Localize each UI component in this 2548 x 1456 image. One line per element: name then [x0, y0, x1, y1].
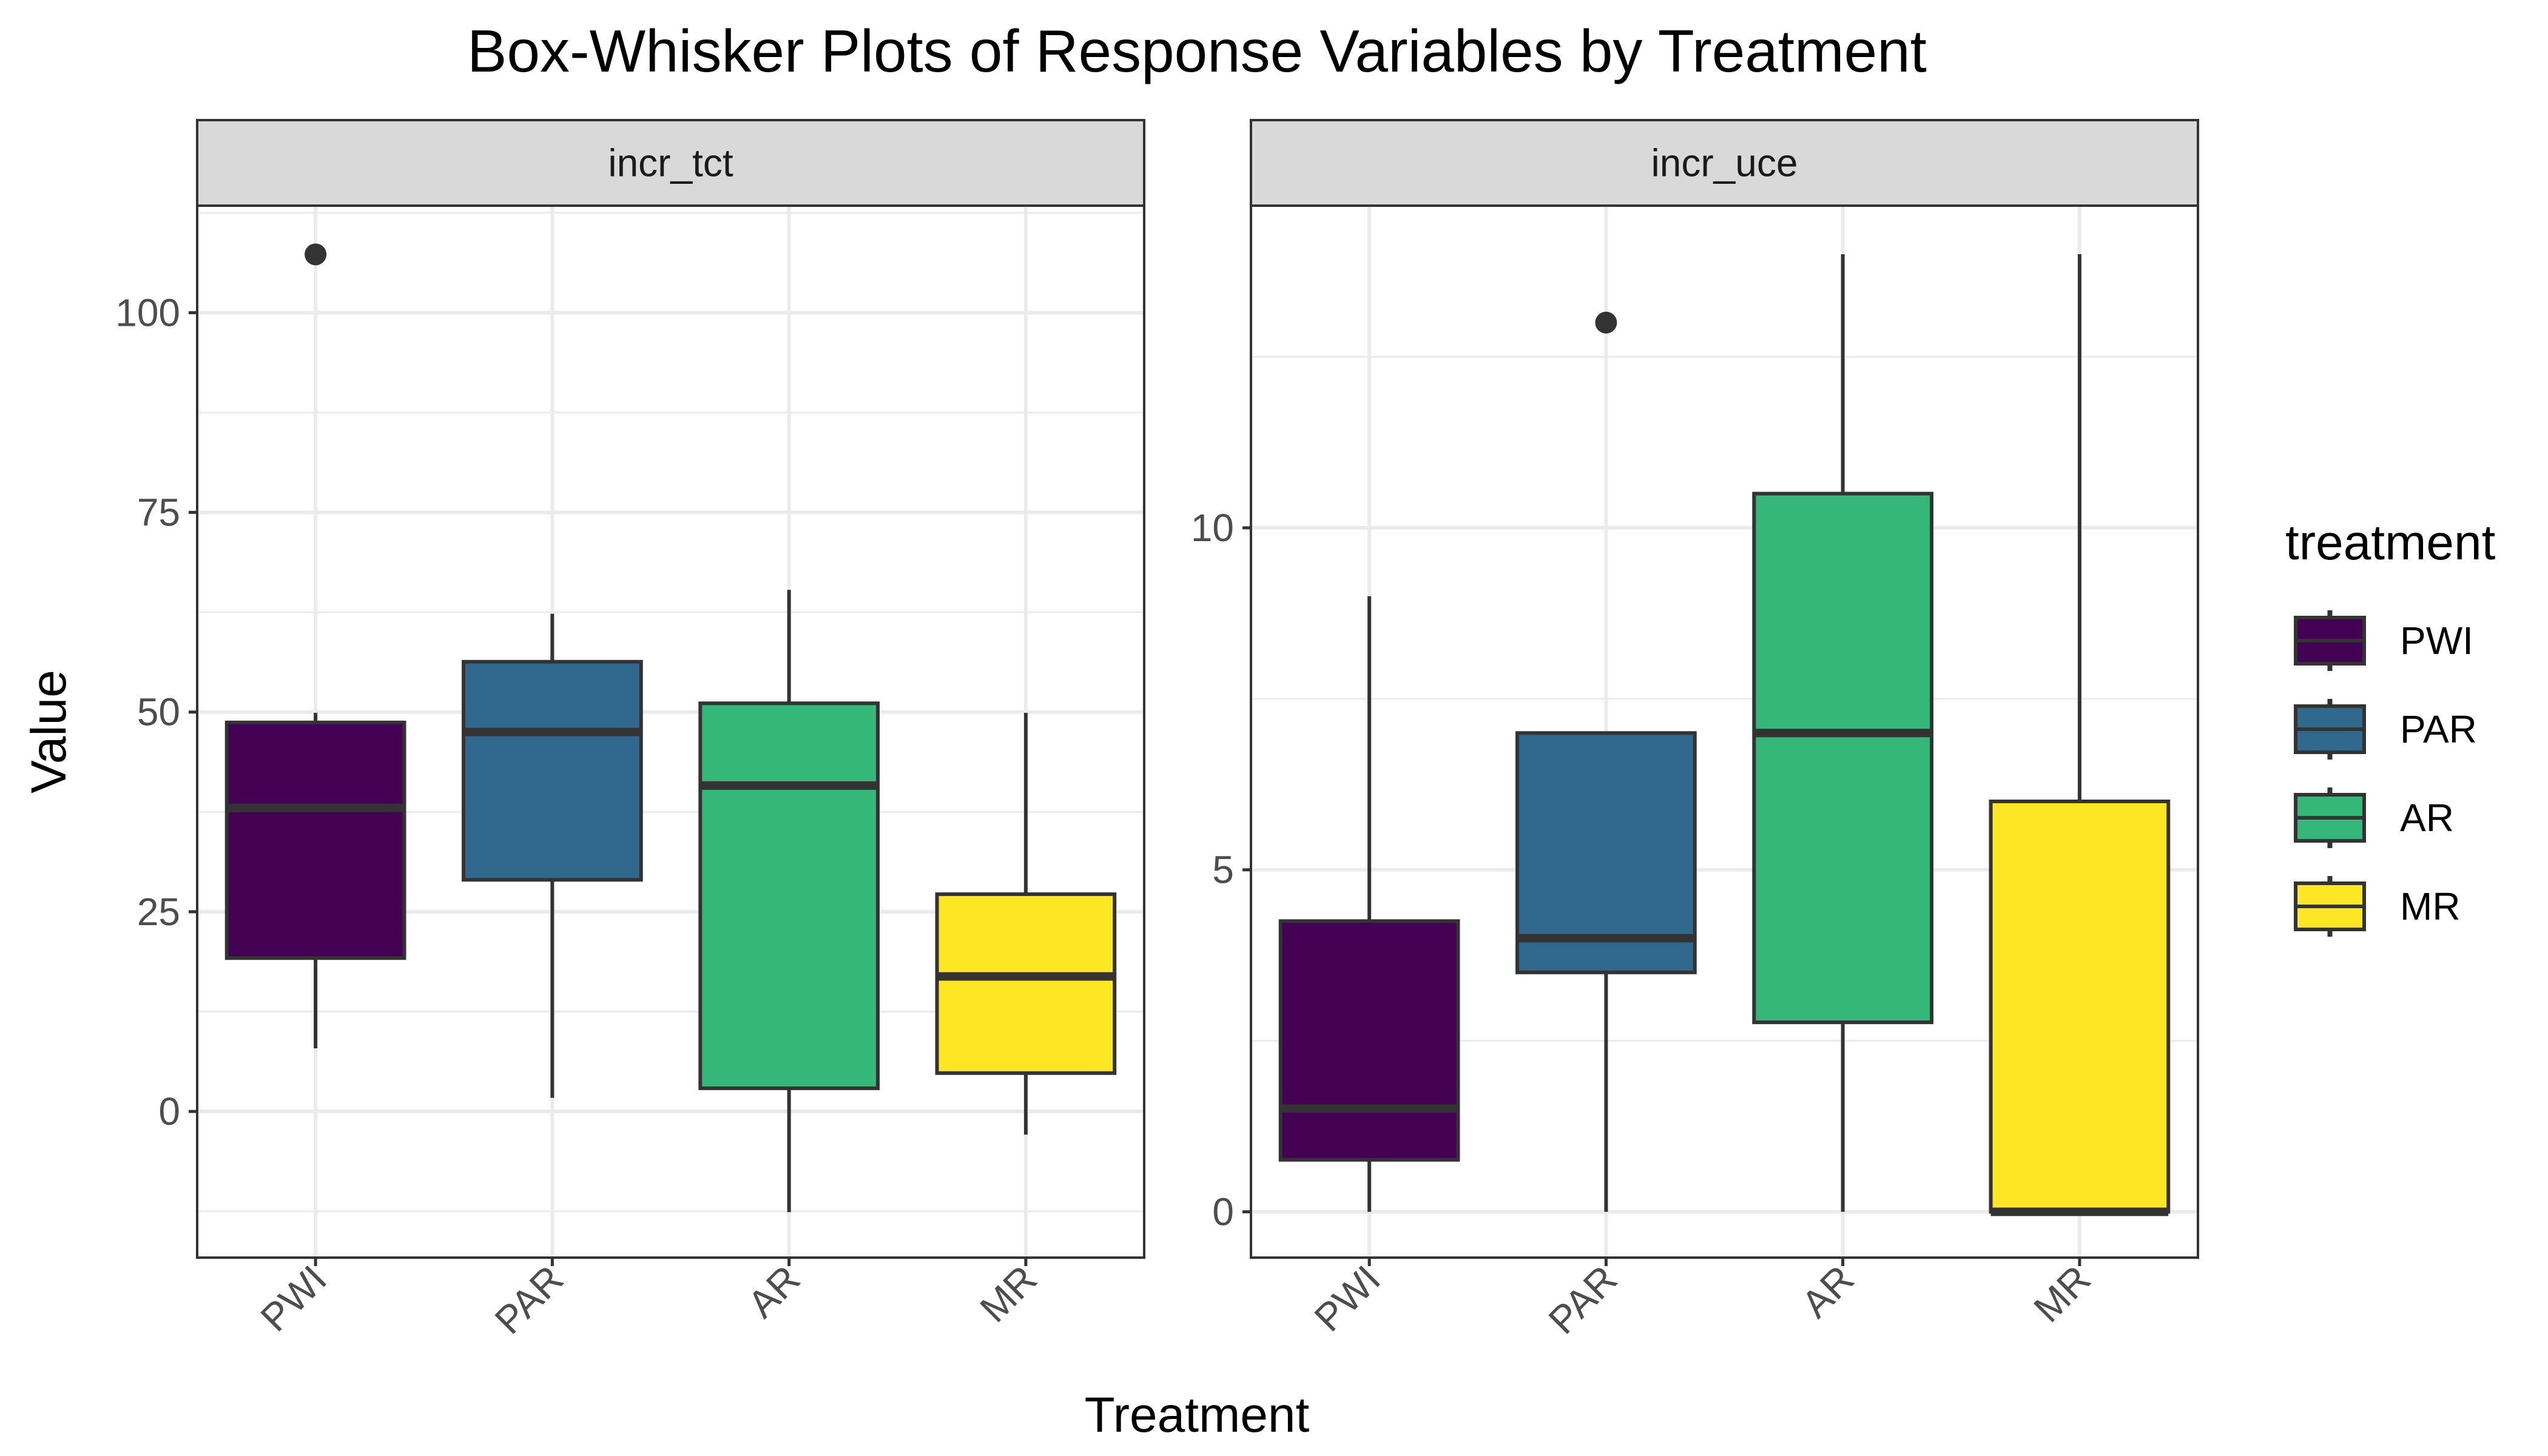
- y-tick-label: 100: [115, 291, 180, 334]
- facet-incr_uce: incr_uce 0 5 10 PWI PAR AR MR: [1191, 119, 2199, 1343]
- chart-title: Box-Whisker Plots of Response Variables …: [467, 18, 1927, 84]
- y-tick-label: 5: [1212, 848, 1234, 892]
- x-axis-title: Treatment: [1085, 1387, 1310, 1443]
- box-body: [462, 659, 643, 882]
- box-body: [935, 892, 1117, 1075]
- facet-strip-label: incr_tct: [608, 141, 733, 185]
- y-tick-label: 0: [1212, 1190, 1234, 1233]
- box-AR: [698, 590, 880, 1212]
- legend-label: PWI: [2400, 619, 2473, 662]
- legend-item-MR: MR: [2294, 876, 2461, 937]
- box-MR: [1989, 254, 2171, 1216]
- legend-items: PWI PAR AR MR: [2294, 610, 2477, 937]
- box-PAR: [462, 613, 643, 1098]
- facet-strip-label: incr_uce: [1651, 141, 1798, 185]
- legend-label: AR: [2400, 796, 2454, 840]
- legend-item-PAR: PAR: [2294, 699, 2477, 760]
- box-MR: [935, 713, 1117, 1135]
- box-PAR: [1515, 311, 1697, 1212]
- x-tick-label: PWI: [1306, 1257, 1389, 1340]
- box-body: [224, 720, 406, 960]
- y-tick-label: 50: [137, 690, 180, 734]
- y-tick-label: 10: [1191, 506, 1234, 550]
- x-tick-label: AR: [1793, 1257, 1862, 1326]
- y-tick-label: 75: [137, 491, 180, 534]
- legend-item-AR: AR: [2294, 787, 2454, 848]
- facet-strip: [196, 119, 1145, 207]
- legend-item-PWI: PWI: [2294, 610, 2473, 671]
- outlier-point: [305, 243, 327, 266]
- box-AR: [1752, 254, 1933, 1212]
- facet-panels: incr_tct 0 25 50 75 100 PWI PAR AR MR incr_uce 0 5 10…: [115, 119, 2199, 1343]
- facet-strip: [1250, 119, 2199, 207]
- outlier-point: [1595, 311, 1617, 334]
- box-body: [1278, 919, 1460, 1162]
- y-tick-label: 0: [158, 1090, 180, 1133]
- box-PWI: [224, 243, 406, 1049]
- legend-title: treatment: [2285, 515, 2496, 570]
- box-PWI: [1278, 596, 1460, 1212]
- x-tick-label: PAR: [1540, 1257, 1626, 1343]
- legend: treatment PWI PAR AR MR: [2285, 515, 2496, 937]
- y-axis-title: Value: [21, 670, 76, 794]
- x-tick-label: MR: [2025, 1257, 2098, 1330]
- box-body: [1752, 491, 1933, 1025]
- box-body: [1989, 799, 2171, 1214]
- x-tick-label: AR: [740, 1257, 809, 1326]
- x-tick-label: MR: [971, 1257, 1045, 1330]
- x-tick-label: PAR: [487, 1257, 572, 1343]
- y-tick-label: 25: [137, 890, 180, 934]
- box-body: [1515, 731, 1697, 974]
- legend-label: PAR: [2400, 707, 2477, 751]
- facet-incr_tct: incr_tct 0 25 50 75 100 PWI PAR AR MR: [115, 119, 1145, 1343]
- x-tick-label: PWI: [252, 1257, 335, 1340]
- legend-label: MR: [2400, 885, 2461, 928]
- box-body: [698, 701, 880, 1090]
